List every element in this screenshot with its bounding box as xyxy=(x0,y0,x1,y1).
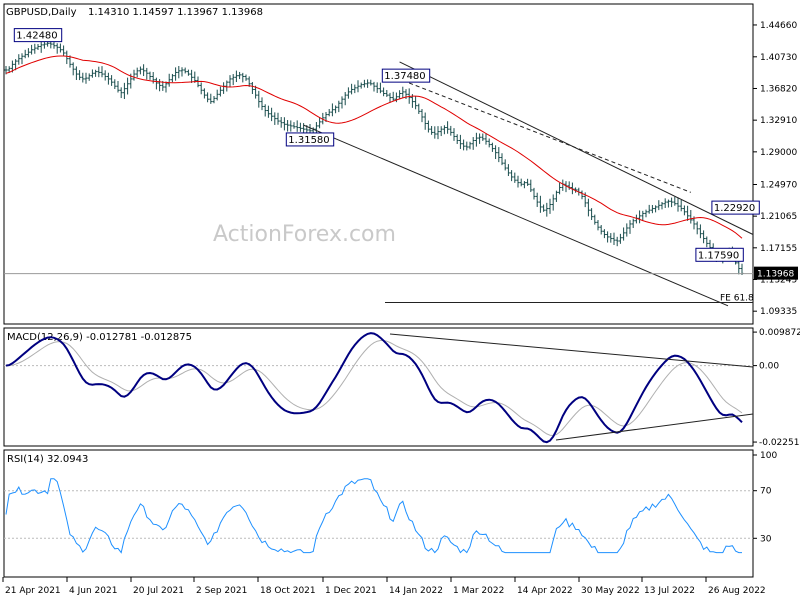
price-axis-label: 1.40730 xyxy=(760,53,797,63)
annotation-box: 1.17590 xyxy=(695,247,744,262)
x-axis-label: 13 Jul 2022 xyxy=(644,586,695,596)
channel-upper-line xyxy=(399,61,754,235)
price-panel xyxy=(3,3,754,325)
price-axis-label: 1.32910 xyxy=(760,116,797,126)
x-axis-label: 26 Aug 2022 xyxy=(708,586,766,596)
macd-axis-label: 0.00 xyxy=(759,362,779,372)
x-axis-label: 21 Apr 2021 xyxy=(5,586,61,596)
rsi-axis-label: 30 xyxy=(760,534,772,544)
x-axis-label: 1 Dec 2021 xyxy=(325,586,377,596)
annotation-box: 1.42480 xyxy=(13,28,63,43)
annotation-label: 1.42480 xyxy=(16,31,57,42)
macd-upper-trendline xyxy=(389,333,754,368)
annotation-label: 1.22920 xyxy=(714,203,755,214)
annotation-frame xyxy=(285,132,335,147)
symbol-label: GBPUSD,Daily xyxy=(6,7,77,18)
current-price-label: 1.13968 xyxy=(757,270,794,280)
x-axis-label: 1 Mar 2022 xyxy=(453,586,504,596)
macd-title: MACD(12,26,9) -0.012781 -0.012875 xyxy=(7,332,192,343)
price-axis-label: 1.24970 xyxy=(760,180,797,190)
annotation-label: 1.17590 xyxy=(698,250,739,261)
annotation-label: 1.31580 xyxy=(288,135,329,146)
x-axis-label: 20 Jul 2021 xyxy=(133,586,184,596)
rsi-axis-label: 100 xyxy=(760,451,777,461)
price-axis-label: 1.13245 xyxy=(760,276,797,286)
annotation-box: 1.22920 xyxy=(711,200,760,215)
watermark: ActionForex.com xyxy=(213,222,396,247)
rsi-axis-label: 70 xyxy=(760,487,772,497)
annotation-box: 1.37480 xyxy=(381,68,431,83)
price-series-group: FE 61.8 1.42480 1.31580 1.37480 1.17590 1.229… xyxy=(4,28,760,307)
fib-label: FE 61.8 xyxy=(720,294,754,304)
macd-signal-line xyxy=(5,340,743,437)
price-axis-label: 1.29000 xyxy=(760,148,797,158)
channel-lower-line xyxy=(303,124,729,307)
annotation-frame xyxy=(711,200,760,215)
macd-axis-label: -0.022516 xyxy=(759,438,800,448)
x-axis-label: 14 Apr 2022 xyxy=(517,586,573,596)
axes-group: 1.44660 1.40730 1.36820 1.32910 1.29000 1.249… xyxy=(2,21,800,596)
rsi-series-group xyxy=(4,478,753,554)
ohlc-label: 1.14310 1.14597 1.13967 1.13968 xyxy=(88,7,263,18)
x-axis-label: 2 Sep 2021 xyxy=(196,586,247,596)
annotation-frame xyxy=(695,247,744,262)
current-price-box xyxy=(754,266,798,280)
rsi-panel xyxy=(3,449,754,578)
price-axis-label: 1.21065 xyxy=(760,212,797,222)
x-axis-label: 18 Oct 2021 xyxy=(260,586,316,596)
x-axis-label: 14 Jan 2022 xyxy=(389,586,443,596)
macd-series-group xyxy=(4,332,754,444)
macd-axis-label: 0.009872 xyxy=(759,328,800,338)
x-axis-label: 30 May 2022 xyxy=(581,586,640,596)
annotation-frame xyxy=(13,28,63,43)
price-axis-label: 1.36820 xyxy=(760,84,797,94)
x-axis-label: 4 Jun 2021 xyxy=(69,586,117,596)
price-axis-label: 1.44660 xyxy=(760,21,797,31)
price-axis-label: 1.17155 xyxy=(760,244,797,254)
rsi-title: RSI(14) 32.0943 xyxy=(7,454,88,465)
moving-average-line xyxy=(5,55,743,239)
price-axis-label: 1.09335 xyxy=(760,307,797,317)
rsi-line xyxy=(5,478,742,554)
annotation-frame xyxy=(381,68,431,83)
annotation-label: 1.37480 xyxy=(384,71,425,82)
macd-line xyxy=(5,332,743,444)
projection-dashed-line xyxy=(409,82,691,193)
macd-panel xyxy=(3,327,754,447)
macd-lower-trendline xyxy=(555,413,754,441)
annotation-box: 1.31580 xyxy=(285,132,335,147)
